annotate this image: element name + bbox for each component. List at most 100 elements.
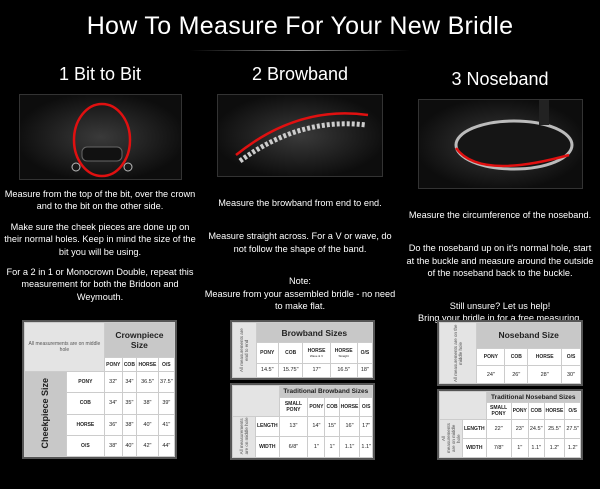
column-header: COB [324,397,340,417]
section-noseband: 3 Noseband Measure the circumference of … [400,69,600,345]
table-cell: 40" [121,434,138,458]
table-cell: 16" [338,415,361,438]
table-cell: 1" [510,438,529,458]
row-header: PONY [65,371,105,394]
row-header: HORSE [65,413,105,436]
table-cell: 1.1" [527,438,545,458]
column-header: HORSE Straight [329,342,358,364]
table-title: Browband Sizes [255,321,374,344]
table-note: All measurements are end to end [232,322,257,378]
column-header: PONY [103,357,123,373]
table-corner [232,385,280,417]
column-header: HORSE Wave & V [302,342,331,364]
table-note: All measurements are on the middle hole [438,322,478,384]
table-cell: 18" [356,362,374,379]
column-header: PONY [255,342,279,364]
table-cell: 42" [136,434,159,458]
table-cell: 1.1" [338,436,361,458]
row-header: WIDTH [255,436,280,458]
column-header: O/S [157,357,176,373]
table-cell: 14" [307,415,326,438]
table-cell: 22" [485,419,512,440]
table-cell: 14.5" [255,362,279,379]
column-header: PONY [307,397,326,417]
table-title: Noseband Size [476,322,581,349]
column-header: SMALL PONY [278,397,309,417]
traditional-browband-size-table: Traditional Browband Sizes SMALL PONY PONY… [230,383,375,460]
row-header: WIDTH [462,438,487,458]
row-header: COB [65,392,105,415]
column-header: COB [504,347,529,367]
column-header: HORSE [136,357,159,373]
instruction-text: Measure from the top of the bit, over th… [4,189,196,212]
table-cell: 15.75" [277,362,304,379]
table-cell: 23" [510,419,529,440]
instruction-text: Measure the circumference of the noseban… [408,210,592,221]
table-note: All measurements are on middle hole [24,321,105,373]
column-header: COB [527,402,545,421]
traditional-noseband-size-table: Traditional Noseband Sizes SMALL PONY PONY… [437,389,583,460]
browband-photo [217,94,383,177]
table-cell: 1" [307,436,326,458]
column-header: HORSE [527,347,563,367]
table-cell: 36" [103,413,123,436]
column-header: COB [277,342,304,364]
row-header: LENGTH [462,419,487,440]
column-header: O/S [561,347,581,367]
instruction-text: Do the noseband up on it's normal hole, … [406,243,594,279]
column-header: PONY [476,347,506,367]
table-title: Traditional Browband Sizes [278,384,374,399]
row-header: O/S [65,434,105,458]
column-header: O/S [356,342,374,364]
table-cell: 1.1" [359,436,373,458]
noseband-photo [417,99,583,189]
table-cell: 41" [157,413,176,436]
table-cell: 26" [504,365,529,384]
crownpiece-size-table: All measurements are on middle hole Crown… [22,320,177,459]
table-cell: 34" [103,392,123,415]
table-cell: 38" [136,392,159,415]
section-browband: 2 Browband Measure the browband from end… [200,64,400,333]
table-cell: 25.5" [543,419,566,440]
section-heading: 1 Bit to Bit [58,64,142,84]
section-heading: 2 Browband [251,64,349,84]
row-header: LENGTH [255,415,280,438]
bridle-headpiece-photo [18,94,182,180]
column-header: PONY [510,402,529,421]
column-header: O/S [564,402,581,421]
instruction-text: Note: Measure from your assembled bridle… [204,276,396,312]
column-header: O/S [359,397,373,417]
table-cell: 17" [359,415,373,438]
section-heading: 3 Noseband [451,69,549,89]
title-divider [190,50,410,51]
table-cell: 34" [121,371,138,394]
table-note: All measurements are on middle hole [439,419,463,458]
page-title: How To Measure For Your New Bridle [86,12,514,40]
table-cell: 1.2" [564,438,581,458]
table-cell: 24.5" [527,419,545,440]
table-cell: 44" [157,434,176,458]
noseband-size-table: All measurements are on the middle hole N… [437,320,583,386]
table-cell: 15" [324,415,340,438]
table-cell: 37.5" [157,371,176,394]
table-cell: 17" [302,362,331,379]
row-group-title: Cheekpiece Size [24,371,67,457]
column-header: COB [121,357,138,373]
column-header: HORSE [338,397,361,417]
table-cell: 1.2" [543,438,566,458]
instruction-text: Make sure the cheek pieces are done up o… [4,221,196,257]
table-title: Crownpiece Size [103,321,176,359]
table-cell: 38" [121,413,138,436]
instruction-text: Measure the browband from end to end. [218,198,382,209]
column-header: SMALL PONY [485,402,512,421]
table-cell: 36.5" [136,371,159,394]
table-corner [439,390,487,421]
instruction-text: For a 2 in 1 or Monocrown Double, repeat… [6,267,194,302]
table-note: All measurements are on middle hole [232,415,256,459]
table-cell: 16.5" [329,362,358,379]
column-header: HORSE [543,402,566,421]
table-cell: 1" [324,436,340,458]
section-bit-to-bit: 1 Bit to Bit Measure from the top of the… [0,64,200,311]
table-cell: 13" [278,415,309,438]
table-cell: 27.5" [564,419,581,440]
